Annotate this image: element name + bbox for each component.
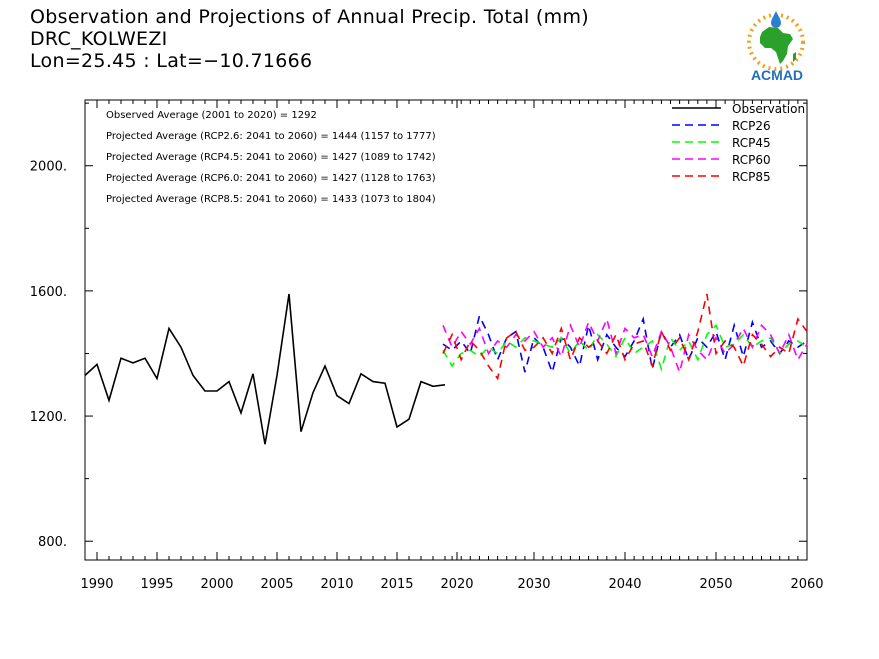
series-line-rcp85	[442, 293, 808, 381]
series-group	[84, 293, 808, 445]
legend-label-observation: Observation	[732, 102, 805, 116]
chart-title-block: Observation and Projections of Annual Pr…	[30, 6, 589, 72]
x-tick-label: 2020	[440, 577, 473, 592]
annotation-observed-average: Observed Average (2001 to 2020) = 1292	[106, 110, 317, 121]
y-tick-label: 1600.	[30, 285, 67, 300]
series-line-rcp60	[442, 316, 808, 375]
x-tick-label: 2010	[320, 577, 353, 592]
x-tick-label: 2040	[608, 577, 641, 592]
y-tick-label: 2000.	[30, 160, 67, 175]
annotation-rcp45-average: Projected Average (RCP4.5: 2041 to 2060)…	[106, 152, 436, 163]
series-line-rcp45	[442, 323, 808, 372]
legend-label-rcp45: RCP45	[732, 136, 771, 150]
x-tick-label: 2015	[380, 577, 413, 592]
x-tick-label: 2060	[790, 577, 823, 592]
legend-label-rcp60: RCP60	[732, 153, 771, 167]
x-tick-label: 1990	[80, 577, 113, 592]
chart-title: Observation and Projections of Annual Pr…	[30, 6, 589, 28]
legend-label-rcp26: RCP26	[732, 119, 771, 133]
plot-frame	[84, 99, 808, 561]
station-coordinates: Lon=25.45 : Lat=−10.71666	[30, 50, 313, 72]
y-tick-label: 800.	[38, 535, 67, 550]
annotation-rcp85-average: Projected Average (RCP8.5: 2041 to 2060)…	[106, 194, 436, 205]
axis-ticks: 800. 1200. 1600. 2000. 1990 1995 2000 2005 2010 2…	[30, 100, 824, 592]
x-tick-label: 1995	[140, 577, 173, 592]
africa-map-icon	[760, 27, 793, 64]
x-tick-label: 2030	[517, 577, 550, 592]
legend-label-rcp85: RCP85	[732, 170, 771, 184]
x-tick-label: 2005	[260, 577, 293, 592]
y-tick-label: 1200.	[30, 410, 67, 425]
acmad-logo: ACMAD	[747, 11, 805, 83]
legend: Observation RCP26 RCP45 RCP60 RCP85	[672, 102, 805, 184]
logo-wordmark: ACMAD	[751, 67, 803, 83]
x-tick-label: 2050	[699, 577, 732, 592]
station-name: DRC_KOLWEZI	[30, 28, 168, 50]
annotation-rcp26-average: Projected Average (RCP2.6: 2041 to 2060)…	[106, 131, 436, 142]
annotation-rcp60-average: Projected Average (RCP6.0: 2041 to 2060)…	[106, 173, 436, 184]
series-line-rcp26	[442, 313, 808, 375]
annotation-box: Observed Average (2001 to 2020) = 1292 P…	[106, 110, 436, 205]
madagascar-icon	[793, 52, 796, 62]
series-line-observation	[84, 293, 446, 445]
water-drop-icon	[771, 11, 781, 28]
x-tick-label: 2000	[200, 577, 233, 592]
